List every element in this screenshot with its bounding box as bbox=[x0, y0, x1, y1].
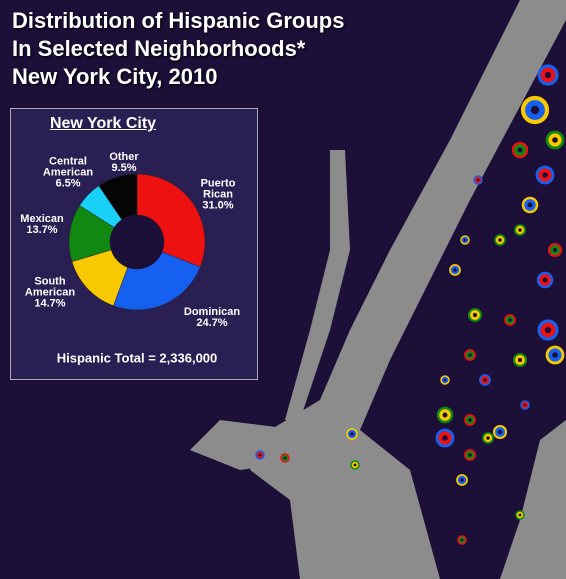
category-label: Mexican bbox=[20, 213, 64, 225]
marker-hole bbox=[468, 418, 472, 422]
kill-van-kull bbox=[190, 420, 310, 470]
marker-hole bbox=[517, 357, 523, 363]
marker-hole bbox=[497, 429, 503, 435]
marker-hole bbox=[258, 453, 262, 457]
marker-hole bbox=[460, 478, 464, 482]
marker-hole bbox=[527, 202, 533, 208]
marker-hole bbox=[353, 463, 357, 467]
slice-label: South American 14.7% bbox=[20, 275, 80, 310]
marker-hole bbox=[523, 403, 527, 407]
category-label: Other bbox=[109, 151, 139, 163]
slice-label: Mexican 13.7% bbox=[20, 214, 63, 236]
value-label: 9.5% bbox=[111, 162, 137, 174]
hudson-river bbox=[250, 0, 566, 579]
slice-label: Central American 6.5% bbox=[38, 155, 98, 190]
marker-hole bbox=[552, 137, 558, 143]
category-label: Dominican bbox=[183, 306, 241, 318]
marker-hole bbox=[518, 513, 522, 517]
marker-hole bbox=[544, 71, 552, 79]
marker-hole bbox=[283, 456, 287, 460]
marker-hole bbox=[460, 538, 464, 542]
marker-hole bbox=[468, 353, 472, 357]
marker-hole bbox=[472, 312, 478, 318]
map-title: Distribution of Hispanic Groups bbox=[12, 8, 345, 33]
marker-hole bbox=[453, 268, 457, 272]
marker-hole bbox=[442, 412, 448, 418]
water bbox=[190, 0, 566, 579]
slice-label: Other 9.5% bbox=[109, 152, 138, 174]
marker-hole bbox=[552, 247, 558, 253]
value-label: 24.7% bbox=[196, 317, 228, 329]
marker-hole bbox=[463, 238, 467, 242]
category-label: South American bbox=[24, 275, 76, 299]
marker-hole bbox=[476, 178, 480, 182]
marker-hole bbox=[517, 147, 523, 153]
marker-hole bbox=[542, 277, 548, 283]
marker-hole bbox=[350, 432, 354, 436]
slice-label: Puerto Rican 31.0% bbox=[188, 177, 248, 212]
marker-hole bbox=[486, 436, 490, 440]
marker-hole bbox=[518, 228, 522, 232]
category-label: Central American bbox=[42, 155, 94, 179]
slice-label: Dominican 24.7% bbox=[184, 307, 240, 329]
marker-hole bbox=[508, 318, 512, 322]
map-title: New York City, 2010 bbox=[12, 64, 218, 89]
donut-hole bbox=[110, 215, 164, 269]
marker-hole bbox=[530, 105, 540, 115]
marker-hole bbox=[483, 378, 487, 382]
newark-bay bbox=[285, 150, 350, 420]
marker-hole bbox=[552, 352, 558, 358]
marker-hole bbox=[468, 453, 472, 457]
marker-hole bbox=[498, 238, 502, 242]
total-label: Hispanic Total = 2,336,000 bbox=[56, 350, 218, 366]
value-label: 31.0% bbox=[202, 199, 234, 212]
map-title: In Selected Neighborhoods* bbox=[12, 36, 306, 61]
chart-title: New York City bbox=[49, 115, 157, 132]
marker-hole bbox=[443, 378, 447, 382]
value-label: 13.7% bbox=[26, 224, 58, 236]
marker-hole bbox=[442, 435, 448, 441]
marker-hole bbox=[544, 326, 552, 334]
category-label: Puerto Rican bbox=[200, 177, 236, 201]
value-label: 14.7% bbox=[34, 297, 66, 310]
east-river bbox=[500, 420, 566, 579]
marker-hole bbox=[542, 172, 548, 178]
value-label: 6.5% bbox=[55, 177, 81, 190]
neighborhood-markers bbox=[255, 64, 565, 545]
